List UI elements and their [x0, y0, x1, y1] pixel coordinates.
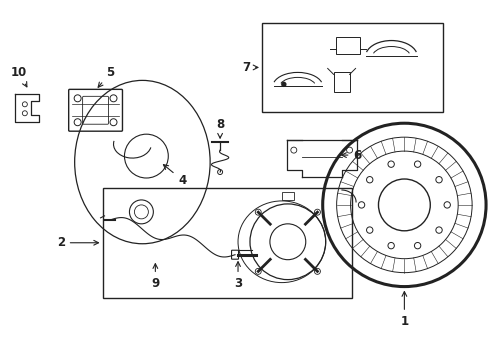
Text: 1: 1: [400, 292, 407, 328]
Bar: [333, 72, 349, 92]
Bar: [102, 188, 351, 298]
Text: 2: 2: [57, 236, 98, 249]
Text: 6: 6: [341, 149, 361, 162]
Bar: [262, 23, 442, 112]
Bar: [281, 192, 293, 200]
Circle shape: [281, 82, 285, 86]
Text: 10: 10: [11, 66, 27, 87]
Text: 8: 8: [216, 118, 224, 138]
Text: 3: 3: [233, 262, 242, 290]
Text: 7: 7: [242, 61, 257, 74]
Text: 9: 9: [151, 264, 159, 290]
Text: 4: 4: [163, 165, 186, 186]
Bar: [335, 37, 359, 54]
Text: 5: 5: [98, 66, 114, 87]
